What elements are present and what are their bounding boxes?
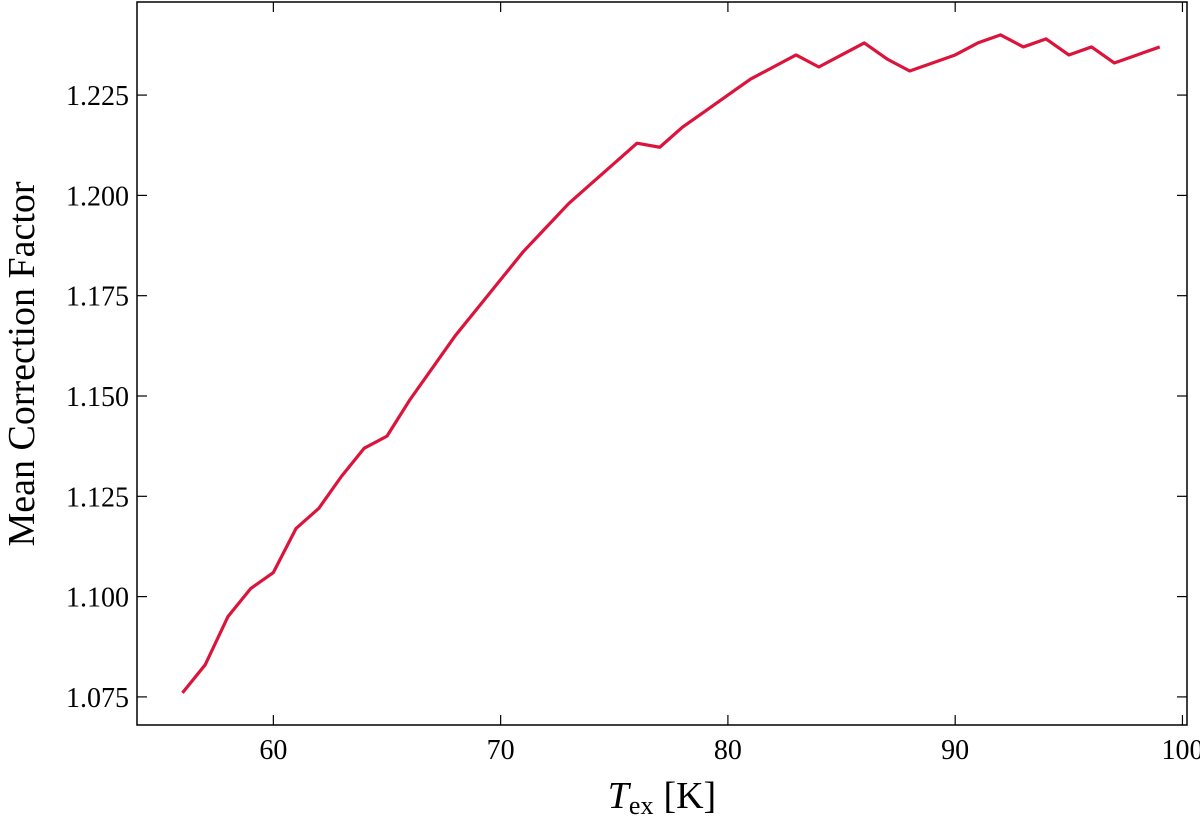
y-axis-label: Mean Correction Factor bbox=[1, 181, 43, 546]
x-label-subscript: ex bbox=[629, 791, 654, 820]
x-label-symbol: T bbox=[608, 775, 632, 817]
y-tick-label: 1.225 bbox=[66, 81, 129, 112]
x-tick-label: 60 bbox=[259, 735, 287, 766]
x-tick-label: 100 bbox=[1161, 735, 1200, 766]
x-tick-label: 70 bbox=[487, 735, 515, 766]
x-tick-label: 80 bbox=[714, 735, 742, 766]
x-tick-label: 90 bbox=[941, 735, 969, 766]
y-tick-label: 1.200 bbox=[66, 181, 129, 212]
x-axis-label: Tex [K] bbox=[608, 775, 716, 820]
y-tick-label: 1.150 bbox=[66, 382, 129, 413]
y-tick-label: 1.075 bbox=[66, 683, 129, 714]
data-line bbox=[181, 33, 1161, 694]
x-label-unit: [K] bbox=[663, 775, 716, 817]
plot-frame bbox=[136, 1, 1188, 726]
y-tick-label: 1.175 bbox=[66, 282, 129, 313]
y-tick-label: 1.125 bbox=[66, 482, 129, 513]
y-tick-label: 1.100 bbox=[66, 583, 129, 614]
